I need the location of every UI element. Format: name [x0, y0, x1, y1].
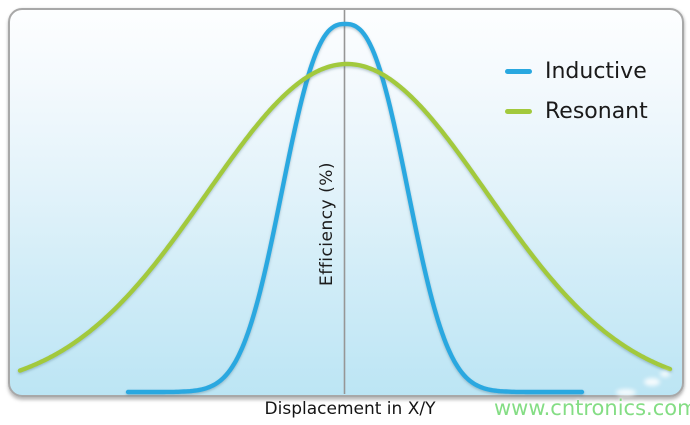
watermark-text: www.cntronics.com	[494, 396, 690, 420]
legend-item-inductive: Inductive	[505, 57, 648, 86]
inductive-legend-swatch	[505, 69, 532, 74]
legend-item-resonant: Resonant	[505, 97, 648, 126]
compression-artifact	[660, 371, 670, 377]
x-axis-label: Displacement in X/Y	[264, 399, 436, 419]
resonant-legend-swatch	[505, 109, 532, 114]
y-axis-label: Efficiency (%)	[317, 162, 337, 286]
compression-artifact	[616, 389, 636, 396]
compression-artifact	[644, 378, 660, 386]
inductive-legend-label: Inductive	[545, 59, 647, 84]
legend: Inductive Resonant	[505, 57, 648, 126]
resonant-legend-label: Resonant	[545, 99, 648, 124]
